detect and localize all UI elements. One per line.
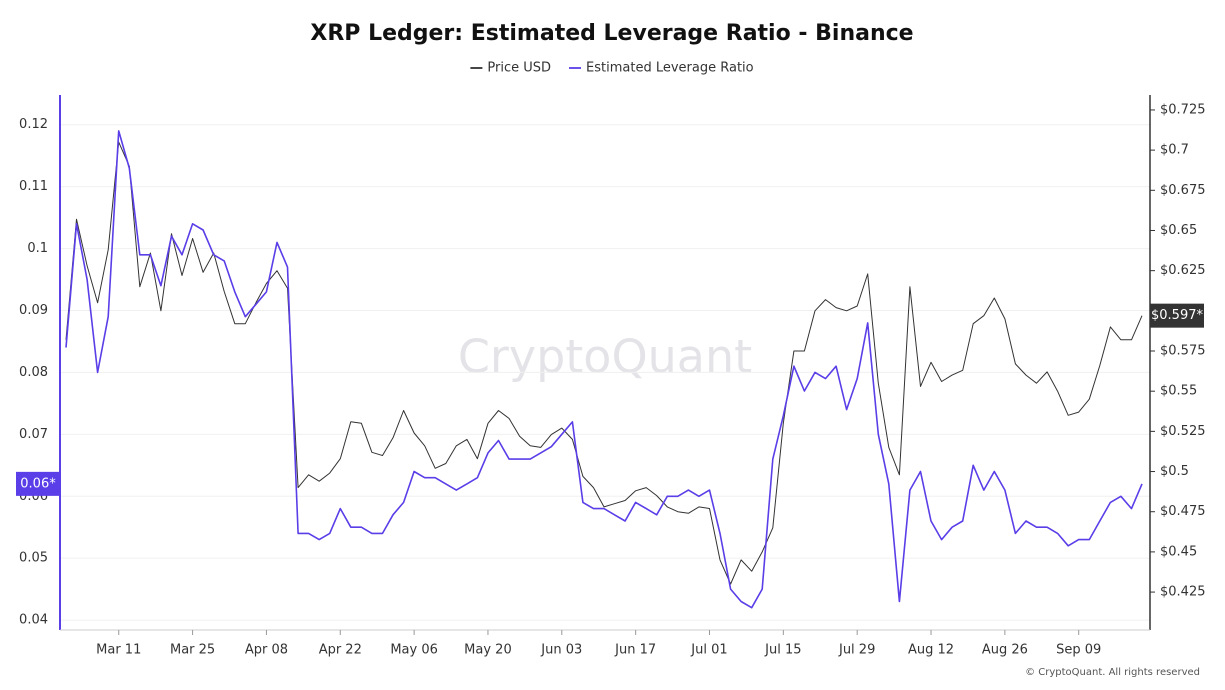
legend-label: Price USD <box>487 61 551 76</box>
y-tick-label: 0.11 <box>19 179 48 194</box>
y2-tick-label: $0.7 <box>1160 143 1189 158</box>
y-tick-label: 0.07 <box>19 427 48 442</box>
y2-tick-label: $0.725 <box>1160 102 1206 117</box>
legend: Price USD Estimated Leverage Ratio <box>470 61 754 76</box>
y2-tick-label: $0.575 <box>1160 344 1206 359</box>
x-tick-label: May 20 <box>464 643 512 658</box>
y2-tick-label: $0.625 <box>1160 263 1206 278</box>
y2-tick-label: $0.5 <box>1160 464 1189 479</box>
chart-title: XRP Ledger: Estimated Leverage Ratio - B… <box>310 21 913 46</box>
x-tick-label: May 06 <box>390 643 438 658</box>
y2-tick-label: $0.475 <box>1160 504 1206 519</box>
x-tick-label: Jul 15 <box>764 643 801 658</box>
x-tick-label: Jun 17 <box>614 643 656 658</box>
y2-tick-label: $0.45 <box>1160 544 1197 559</box>
y-tick-label: 0.05 <box>19 551 48 566</box>
y-tick-label: 0.1 <box>27 241 48 256</box>
y-tick-label: 0.08 <box>19 365 48 380</box>
x-tick-label: Apr 08 <box>245 643 288 658</box>
y2-tick-label: $0.525 <box>1160 424 1206 439</box>
y-tick-label: 0.04 <box>19 613 48 628</box>
x-tick-label: Sep 09 <box>1056 643 1101 658</box>
y-tick-label: 0.09 <box>19 303 48 318</box>
current-value-badge <box>1150 303 1204 328</box>
x-tick-label: Aug 12 <box>908 643 954 658</box>
y2-tick-label: $0.65 <box>1160 223 1197 238</box>
series-line <box>65 141 1143 585</box>
x-tick-label: Aug 26 <box>982 643 1028 658</box>
current-value-badge <box>16 471 60 496</box>
current-value-label: $0.597* <box>1151 308 1203 323</box>
current-value-label: 0.06* <box>20 476 56 491</box>
watermark: CryptoQuant <box>458 330 752 384</box>
y2-tick-label: $0.55 <box>1160 384 1197 399</box>
y2-tick-label: $0.425 <box>1160 585 1206 600</box>
x-tick-label: Jul 01 <box>690 643 727 658</box>
x-tick-label: Jul 29 <box>838 643 875 658</box>
y2-tick-label: $0.675 <box>1160 183 1206 198</box>
x-tick-label: Mar 25 <box>170 643 215 658</box>
series-line <box>65 130 1143 609</box>
y-tick-label: 0.12 <box>19 117 48 132</box>
x-tick-label: Mar 11 <box>96 643 141 658</box>
copyright: © CryptoQuant. All rights reserved <box>1025 667 1200 678</box>
legend-label: Estimated Leverage Ratio <box>586 61 754 76</box>
x-tick-label: Apr 22 <box>319 643 362 658</box>
x-tick-label: Jun 03 <box>540 643 582 658</box>
